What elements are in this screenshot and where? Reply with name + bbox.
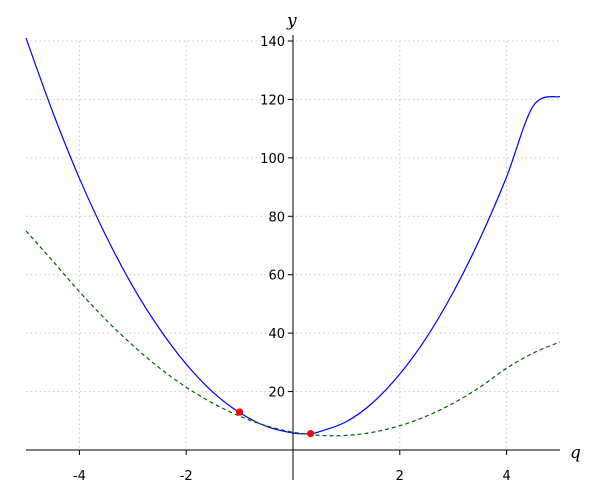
y-tick-label: 120 — [260, 93, 285, 108]
y-tick-label: 60 — [268, 269, 285, 284]
series-layer — [25, 37, 561, 437]
x-tick-label: -4 — [73, 469, 86, 484]
x-tick-label: 4 — [502, 469, 510, 484]
tick-labels: -4 -2 2 4 20 40 60 80 100 120 140 — [73, 35, 511, 484]
y-tick-label: 100 — [260, 152, 285, 167]
y-tick-label: 20 — [268, 386, 285, 401]
y-tick-label: 40 — [268, 327, 285, 342]
y-tick-label: 140 — [260, 35, 285, 50]
marker-layer — [236, 408, 315, 438]
x-tick-label: -2 — [180, 469, 193, 484]
x-tick-label: 2 — [396, 469, 404, 484]
y-axis-label: y — [286, 11, 297, 31]
x-axis-label: q — [570, 443, 581, 463]
highlight-point — [307, 430, 315, 438]
highlight-point — [236, 408, 244, 416]
axes — [26, 35, 560, 480]
y-tick-label: 80 — [268, 210, 285, 225]
